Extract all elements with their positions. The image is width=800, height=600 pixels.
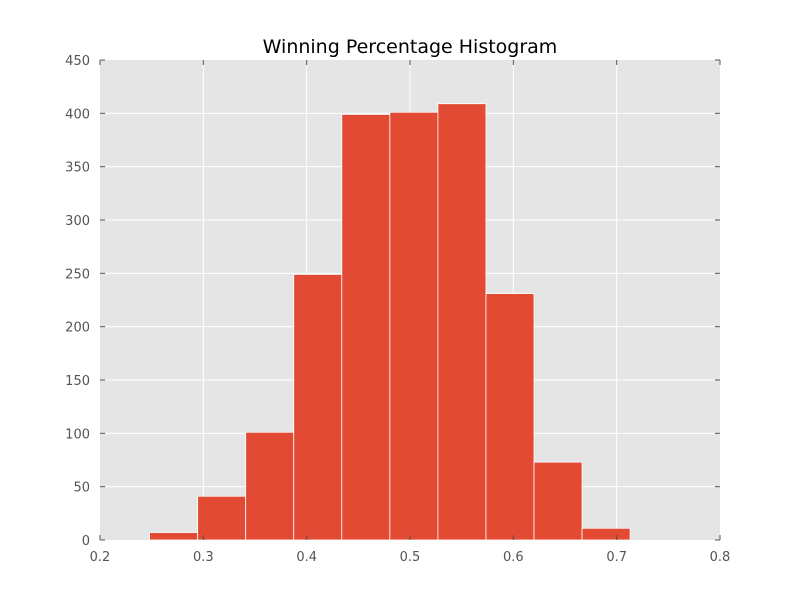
x-tick-label: 0.8 — [710, 550, 731, 565]
x-axis-tick-labels: 0.2 0.3 0.4 0.5 0.6 0.7 0.8 — [90, 550, 731, 565]
histogram-bar — [341, 114, 391, 541]
histogram-bar — [533, 461, 583, 541]
y-tick-label: 400 — [65, 107, 90, 122]
chart-title: Winning Percentage Histogram — [263, 36, 558, 58]
histogram-bar — [149, 532, 199, 541]
histogram-bar — [485, 293, 535, 541]
histogram-bar — [197, 495, 247, 541]
y-tick-label: 50 — [73, 481, 90, 496]
y-tick-label: 450 — [65, 54, 90, 69]
x-tick-label: 0.7 — [606, 550, 627, 565]
x-tick-label: 0.6 — [503, 550, 524, 565]
histogram-bar — [293, 273, 343, 541]
histogram-bar — [581, 527, 631, 541]
x-tick-label: 0.3 — [193, 550, 214, 565]
axis-ticks — [99, 59, 721, 541]
y-tick-label: 100 — [65, 427, 90, 442]
y-tick-label: 200 — [65, 321, 90, 336]
y-tick-label: 350 — [65, 161, 90, 176]
x-tick-label: 0.4 — [296, 550, 317, 565]
histogram-bar — [437, 103, 487, 541]
x-tick-label: 0.5 — [400, 550, 421, 565]
y-axis-tick-labels: 0 50 100 150 200 250 300 350 400 450 — [65, 54, 90, 549]
y-tick-label: 250 — [65, 267, 90, 282]
y-tick-label: 300 — [65, 214, 90, 229]
histogram-bar — [389, 111, 439, 541]
histogram-bar — [245, 431, 295, 541]
histogram-bars — [149, 103, 631, 541]
x-tick-label: 0.2 — [90, 550, 111, 565]
y-tick-label: 0 — [82, 534, 90, 549]
y-tick-label: 150 — [65, 374, 90, 389]
